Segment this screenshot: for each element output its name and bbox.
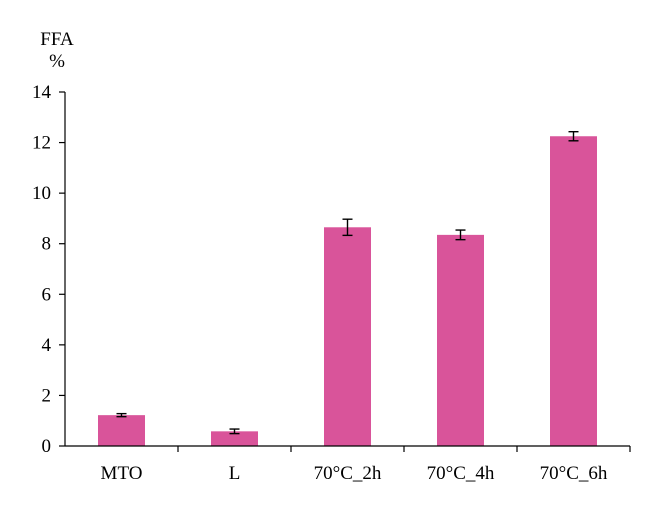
x-category-label: L	[229, 463, 241, 484]
y-axis-label-line-2: %	[49, 51, 65, 72]
y-tick-label: 10	[32, 183, 51, 204]
x-category-label: MTO	[101, 463, 143, 484]
x-axis-categories: MTO L 70°C_2h 70°C_4h 70°C_6h	[101, 446, 631, 484]
x-category-label: 70°C_6h	[540, 463, 608, 484]
x-category-label: 70°C_2h	[314, 463, 382, 484]
y-tick-label: 2	[42, 385, 52, 406]
bars	[98, 136, 597, 446]
y-tick-label: 0	[42, 436, 52, 457]
error-bars	[116, 130, 579, 435]
y-axis-label-line-1: FFA	[40, 29, 74, 50]
bar	[437, 234, 484, 446]
y-tick-label: 6	[42, 284, 52, 305]
y-tick-label: 12	[32, 133, 51, 154]
y-tick-label: 4	[42, 335, 52, 356]
y-axis-ticks: 0 2 4 6 8 10 12 14	[32, 82, 65, 457]
bar	[550, 136, 597, 446]
bar	[324, 227, 371, 446]
y-axis-label: FFA %	[40, 29, 74, 72]
y-tick-label: 8	[42, 234, 52, 255]
x-category-label: 70°C_4h	[427, 463, 495, 484]
y-tick-label: 14	[32, 82, 52, 103]
bar	[98, 415, 145, 446]
bar	[211, 431, 258, 446]
